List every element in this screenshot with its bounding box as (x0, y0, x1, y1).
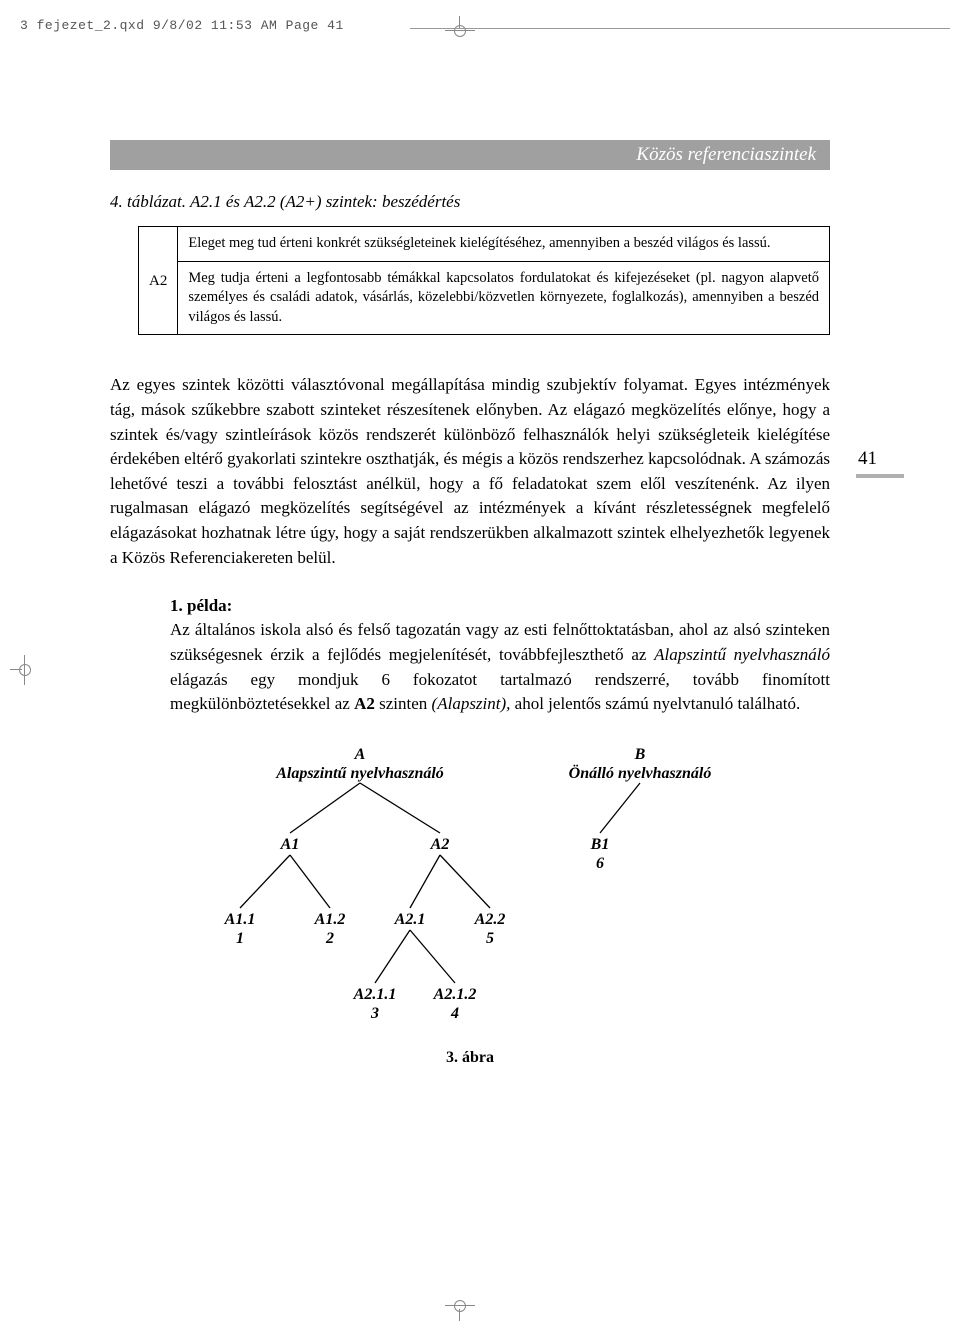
tree-edge (240, 855, 290, 908)
table-cell: Eleget meg tud érteni konkrét szükséglet… (178, 227, 830, 262)
table-row: Meg tudja érteni a legfontosabb témákkal… (139, 261, 830, 335)
body-paragraph: Az egyes szintek közötti választóvonal m… (110, 373, 830, 570)
text-span: A2 (354, 694, 375, 713)
tree-node-A22: A2.25 (475, 910, 506, 948)
crop-mark-left (10, 655, 40, 685)
tree-node-label: A1 (281, 835, 300, 854)
tree-edge (290, 783, 360, 833)
tree-edge (440, 855, 490, 908)
table-caption: 4. táblázat. A2.1 és A2.2 (A2+) szintek:… (110, 192, 830, 212)
table-cell: Meg tudja érteni a legfontosabb témákkal… (178, 261, 830, 335)
tree-node-A2: A2 (431, 835, 450, 854)
tree-diagram: AAlapszintű nyelvhasználó BÖnálló nyelvha… (170, 745, 770, 1045)
level-cell: A2 (139, 227, 178, 335)
tree-node-label: A2 (431, 835, 450, 854)
tree-node-label: A (276, 745, 444, 764)
tree-node-label: A2.1.2 (434, 985, 477, 1004)
text-span: Alapszintű nyelvhasználó (654, 645, 830, 664)
tree-node-sublabel: 4 (434, 1004, 477, 1023)
tree-node-label: A2.1.1 (354, 985, 397, 1004)
figure-caption: 3. ábra (170, 1049, 770, 1067)
tree-node-B: BÖnálló nyelvhasználó (569, 745, 712, 783)
tree-node-A212: A2.1.24 (434, 985, 477, 1023)
tree-edge (290, 855, 330, 908)
tree-node-A21: A2.1 (395, 910, 426, 929)
tree-node-A12: A1.22 (315, 910, 346, 948)
example-paragraph: Az általános iskola alsó és felső tagoza… (170, 618, 830, 717)
tree-edge (375, 930, 410, 983)
page-content: Közös referenciaszintek 4. táblázat. A2.… (110, 140, 830, 1067)
print-slug: 3 fejezet_2.qxd 9/8/02 11:53 AM Page 41 (20, 18, 344, 33)
tree-node-sublabel: 1 (225, 929, 256, 948)
tree-edge (410, 855, 440, 908)
tree-node-label: A1.2 (315, 910, 346, 929)
tree-edge (600, 783, 640, 833)
text-span: szinten (375, 694, 432, 713)
header-rule (410, 28, 950, 29)
tree-edge (360, 783, 440, 833)
text-span: ahol jelentős számú nyelvtanuló találhat… (510, 694, 800, 713)
tree-edge (410, 930, 455, 983)
crop-mark-bottom (445, 1291, 475, 1321)
section-header: Közös referenciaszintek (110, 140, 830, 170)
tree-node-sublabel: 2 (315, 929, 346, 948)
tree-node-A: AAlapszintű nyelvhasználó (276, 745, 444, 783)
text-span: (Alapszint), (432, 694, 511, 713)
tree-node-label: A2.2 (475, 910, 506, 929)
tree-node-sublabel: 5 (475, 929, 506, 948)
a2-table: A2 Eleget meg tud érteni konkrét szükség… (138, 226, 830, 335)
tree-node-label: B1 (591, 835, 610, 854)
tree-node-label: B (569, 745, 712, 764)
tree-node-A11: A1.11 (225, 910, 256, 948)
page-number-rule (856, 474, 904, 478)
tree-node-A1: A1 (281, 835, 300, 854)
tree-node-sublabel: Alapszintű nyelvhasználó (276, 764, 444, 783)
tree-node-label: A2.1 (395, 910, 426, 929)
example-block: 1. példa: Az általános iskola alsó és fe… (170, 596, 830, 717)
tree-node-A211: A2.1.13 (354, 985, 397, 1023)
example-title: 1. példa: (170, 596, 830, 616)
tree-node-sublabel: 6 (591, 854, 610, 873)
tree-node-sublabel: Önálló nyelvhasználó (569, 764, 712, 783)
table-row: A2 Eleget meg tud érteni konkrét szükség… (139, 227, 830, 262)
tree-node-sublabel: 3 (354, 1004, 397, 1023)
tree-node-label: A1.1 (225, 910, 256, 929)
crop-mark-top (445, 16, 475, 46)
page-number: 41 (858, 448, 877, 470)
tree-node-B1: B16 (591, 835, 610, 873)
